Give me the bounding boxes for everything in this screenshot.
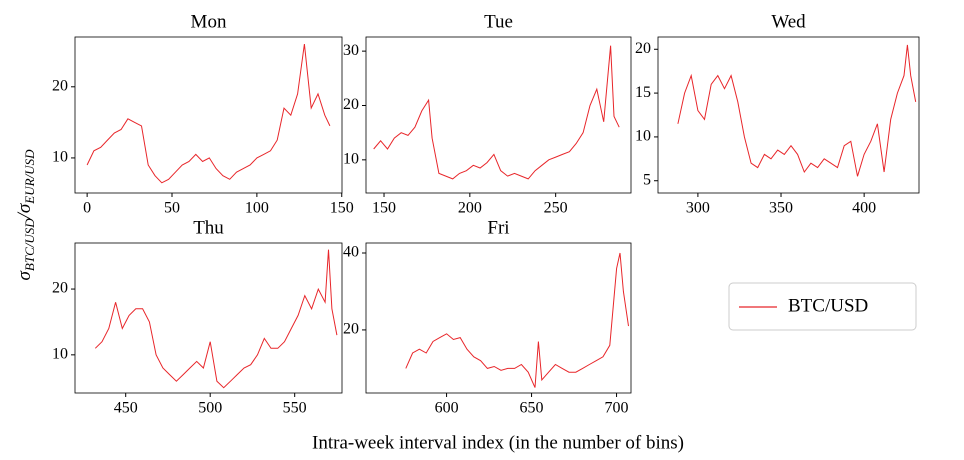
- data-line: [94, 249, 338, 389]
- axes-frame: [365, 242, 632, 394]
- x-tick-label: 450: [114, 400, 138, 417]
- y-tick-label: 10: [343, 151, 359, 168]
- legend-label: BTC/USD: [788, 295, 868, 316]
- data-line: [86, 44, 331, 184]
- x-tick-label: 650: [520, 400, 544, 417]
- axes-frame: [657, 36, 920, 194]
- y-tick-label: 20: [52, 77, 68, 94]
- y-tick-label: 10: [52, 149, 68, 166]
- y-tick-label: 5: [643, 171, 651, 188]
- x-tick-label: 350: [769, 200, 793, 217]
- y-tick-label: 10: [52, 346, 68, 363]
- y-axis-label: σBTC/USD/σEUR/USD: [14, 149, 37, 281]
- x-tick-label: 700: [605, 400, 629, 417]
- legend-box: [728, 282, 917, 331]
- x-tick-label: 550: [283, 400, 307, 417]
- y-tick-label: 20: [635, 40, 651, 57]
- x-tick-label: 50: [164, 200, 180, 217]
- y-label-part: EUR/USD: [22, 149, 37, 205]
- x-tick-label: 250: [544, 200, 568, 217]
- subplot-title: Thu: [193, 217, 224, 238]
- y-label-part: BTC/USD: [22, 218, 37, 271]
- x-tick-label: 150: [372, 200, 396, 217]
- x-tick-label: 600: [435, 400, 459, 417]
- y-tick-label: 15: [635, 84, 651, 101]
- data-line: [405, 252, 629, 388]
- subplot-title: Fri: [487, 217, 509, 238]
- axes-frame: [74, 242, 343, 394]
- axes-frame: [74, 36, 343, 194]
- subplot-title: Mon: [191, 11, 227, 32]
- subplot-title: Wed: [771, 11, 806, 32]
- axes-frame: [365, 36, 632, 194]
- x-tick-label: 400: [852, 200, 876, 217]
- y-tick-label: 20: [52, 280, 68, 297]
- x-tick-label: 150: [330, 200, 354, 217]
- y-label-part: σ: [14, 270, 35, 280]
- x-tick-label: 200: [458, 200, 482, 217]
- subplot-title: Tue: [484, 11, 513, 32]
- y-tick-label: 20: [343, 96, 359, 113]
- x-tick-label: 500: [198, 400, 222, 417]
- data-line: [677, 44, 917, 177]
- y-tick-label: 30: [343, 42, 359, 59]
- y-tick-label: 20: [343, 321, 359, 338]
- data-line: [373, 45, 620, 180]
- y-label-part: /σ: [14, 203, 35, 219]
- x-tick-label: 0: [83, 200, 91, 217]
- y-tick-label: 40: [343, 244, 359, 261]
- x-tick-label: 100: [245, 200, 269, 217]
- y-tick-label: 10: [635, 128, 651, 145]
- legend: BTC/USD: [728, 282, 917, 331]
- x-tick-label: 300: [686, 200, 710, 217]
- x-axis-label: Intra-week interval index (in the number…: [312, 432, 684, 453]
